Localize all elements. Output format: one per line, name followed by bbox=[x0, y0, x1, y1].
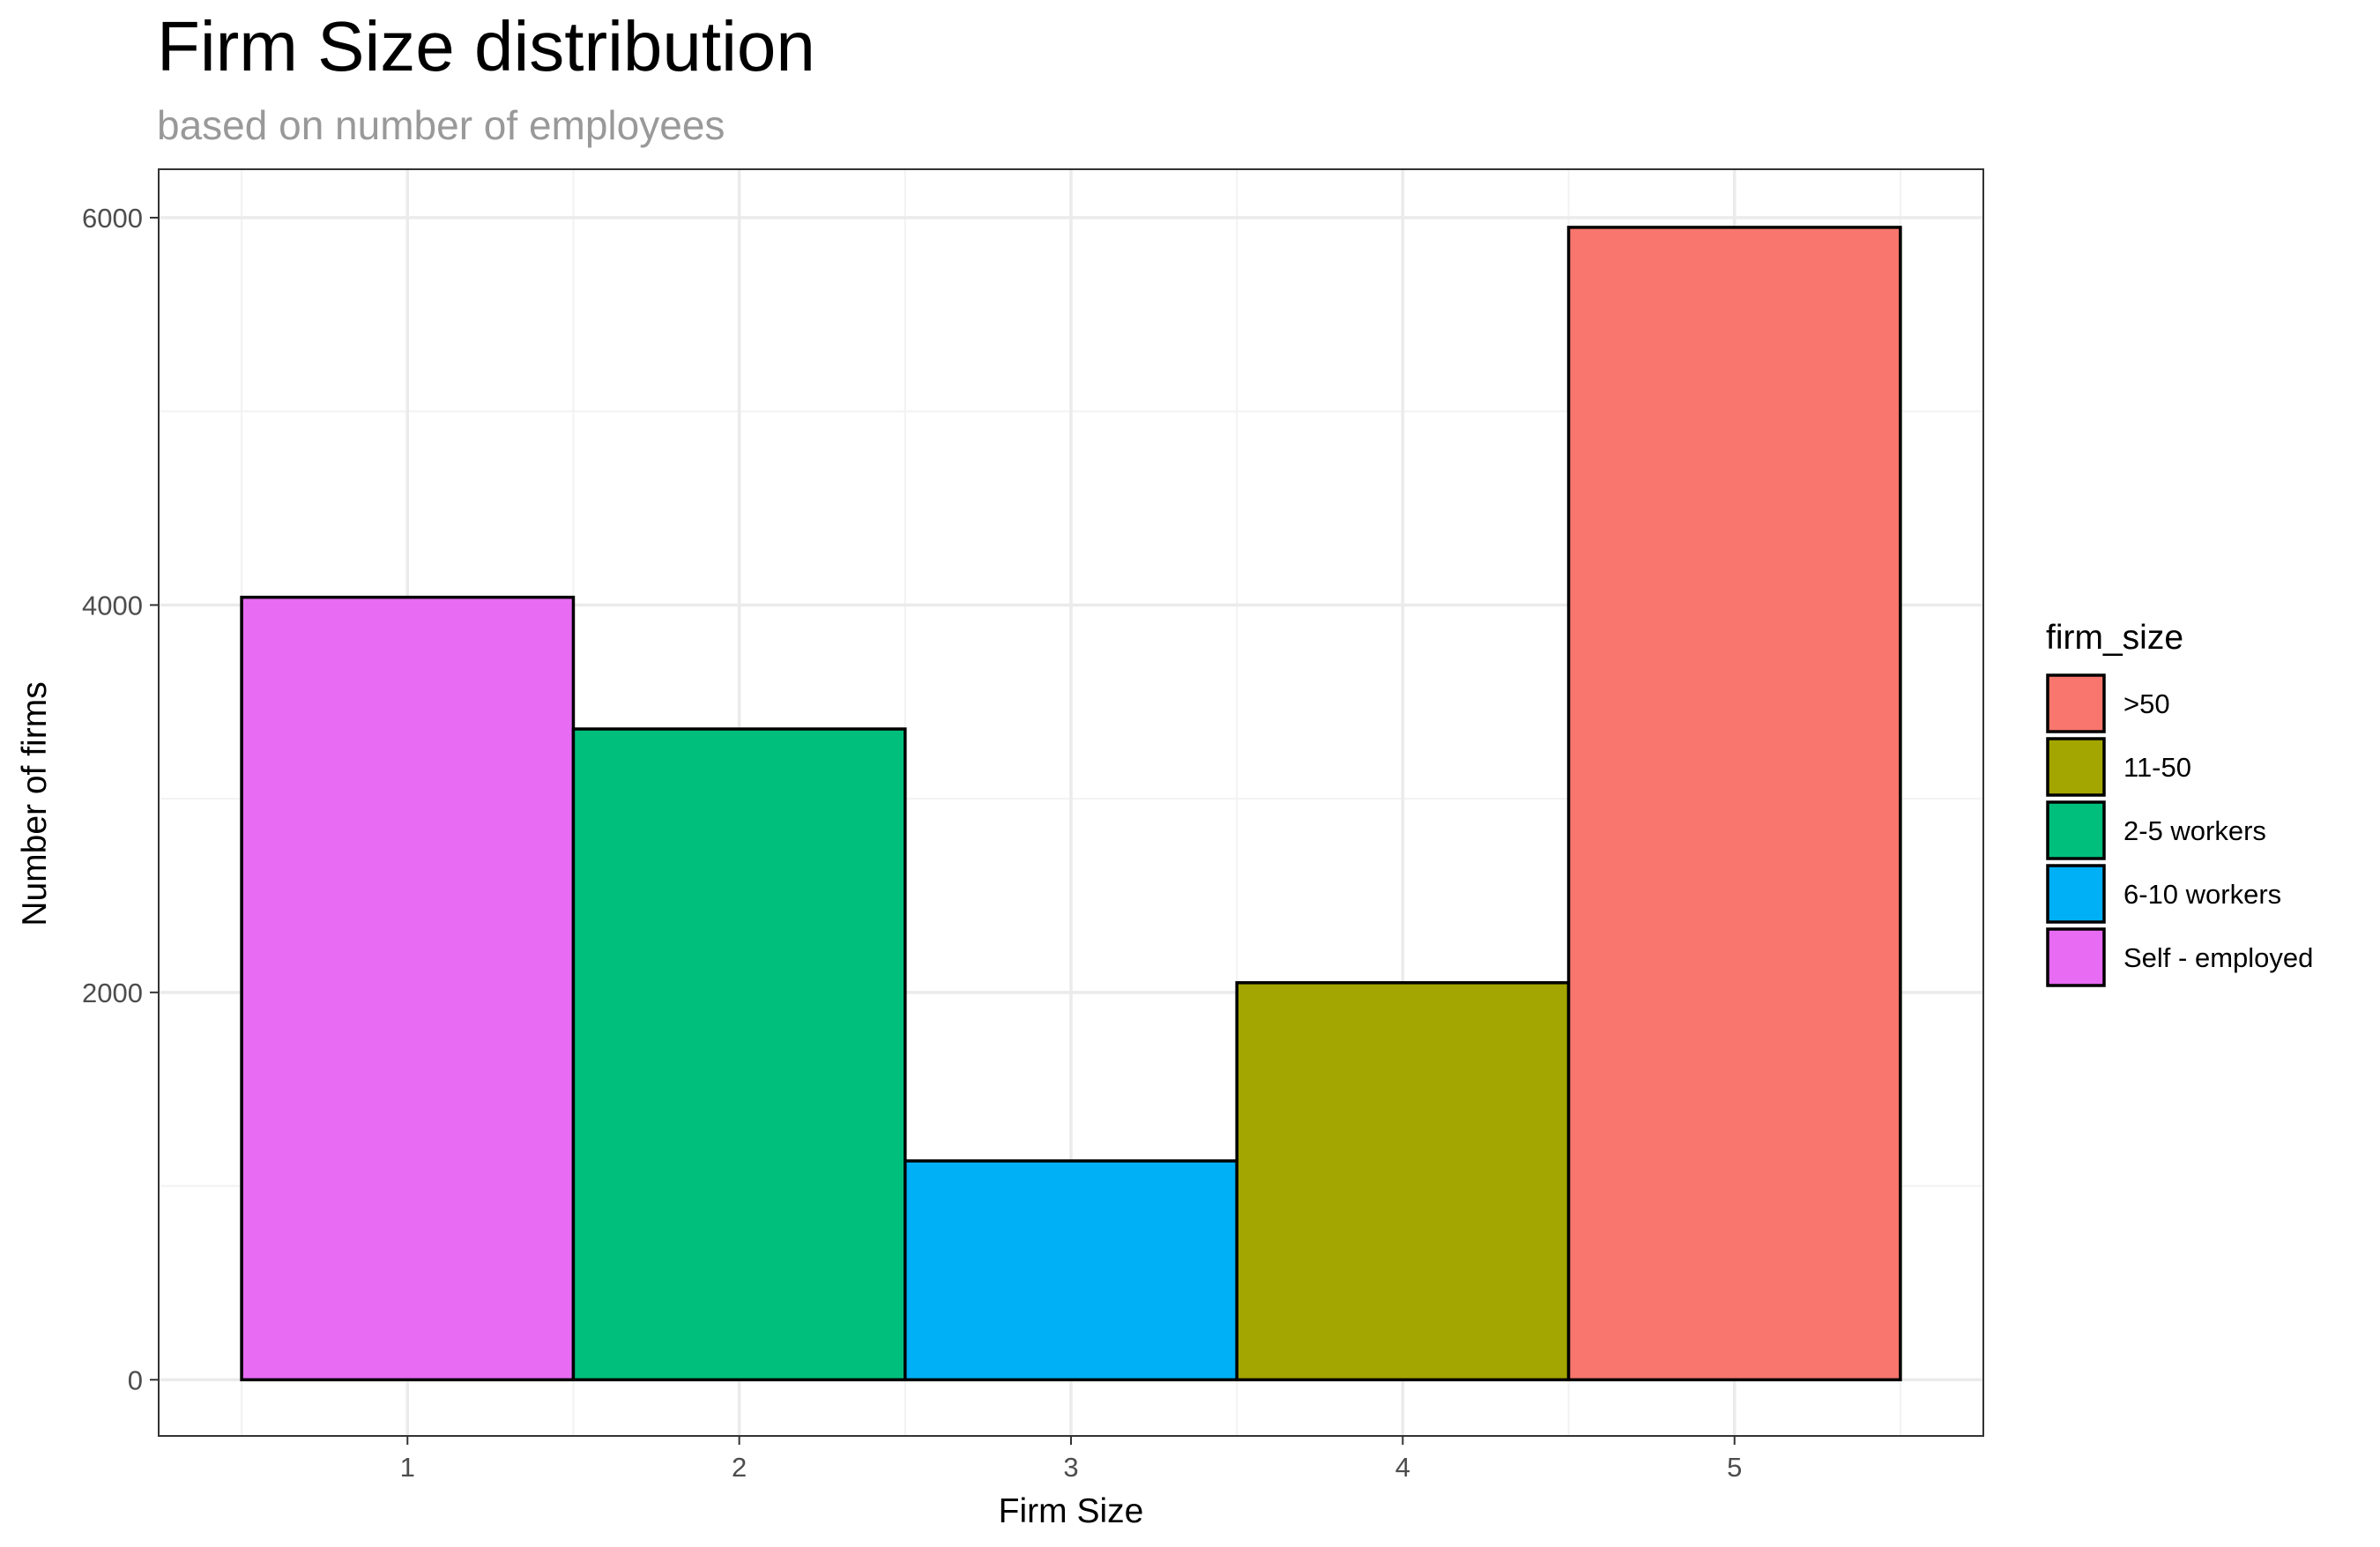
axes: 1 2 3 4 5 0 2000 4000 6000 bbox=[82, 203, 1742, 1483]
x-tick-label: 5 bbox=[1727, 1452, 1742, 1483]
legend-key bbox=[2046, 737, 2106, 797]
y-tick-label: 4000 bbox=[82, 590, 143, 621]
legend-label: 6-10 workers bbox=[2123, 879, 2281, 910]
bar-3 bbox=[904, 1159, 1238, 1382]
legend-key bbox=[2046, 927, 2106, 987]
y-tick-label: 0 bbox=[128, 1365, 143, 1395]
bar-4 bbox=[1235, 981, 1571, 1382]
bars bbox=[240, 226, 1902, 1382]
legend-label: Self - employed bbox=[2123, 942, 2313, 973]
legend-label: 2-5 workers bbox=[2123, 815, 2266, 846]
legend-key bbox=[2046, 864, 2106, 924]
chart-title: Firm Size distribution bbox=[157, 7, 815, 86]
bar-5 bbox=[1566, 226, 1902, 1382]
legend-title: firm_size bbox=[2046, 619, 2183, 657]
legend-key bbox=[2046, 800, 2106, 860]
y-axis-title: Number of firms bbox=[16, 681, 54, 926]
y-tick-label: 6000 bbox=[82, 203, 143, 234]
bar-1 bbox=[240, 595, 576, 1382]
x-tick-label: 3 bbox=[1063, 1452, 1078, 1483]
x-axis-title: Firm Size bbox=[999, 1492, 1144, 1530]
x-tick-label: 2 bbox=[732, 1452, 747, 1483]
x-tick-label: 4 bbox=[1395, 1452, 1410, 1483]
legend-label: 11-50 bbox=[2123, 752, 2191, 783]
legend-label: >50 bbox=[2123, 688, 2170, 719]
chart-subtitle: based on number of employees bbox=[157, 102, 725, 148]
x-tick-label: 1 bbox=[400, 1452, 415, 1483]
legend: firm_size >50 11-50 2-5 workers 6-10 worker… bbox=[2046, 619, 2313, 987]
legend-key bbox=[2046, 673, 2106, 733]
bar-2 bbox=[571, 727, 907, 1382]
y-tick-label: 2000 bbox=[82, 978, 143, 1008]
